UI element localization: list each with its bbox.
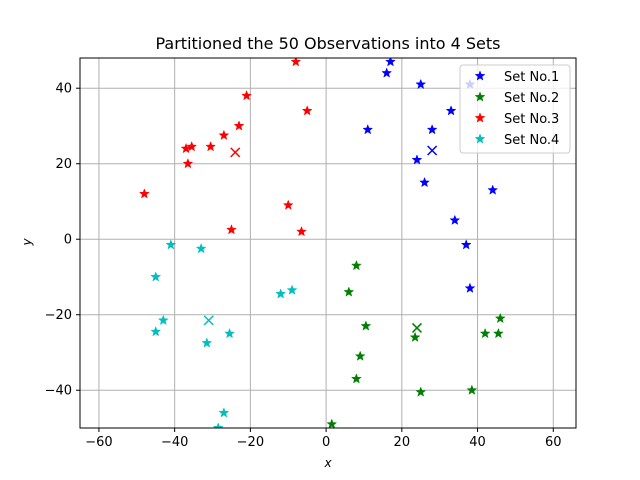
legend-label-set-4: Set No.4 xyxy=(504,133,559,148)
set-3-point xyxy=(301,105,313,116)
set-3-point xyxy=(138,188,150,199)
set-3-point xyxy=(180,142,192,154)
legend-label-set-2: Set No.2 xyxy=(504,91,559,106)
set-2-point xyxy=(466,384,478,395)
set-3-centroid-marker xyxy=(230,147,241,158)
x-tick-label: 0 xyxy=(322,435,330,450)
x-tick-label: 60 xyxy=(545,435,562,450)
set-4-point xyxy=(224,327,235,339)
y-tick-label: 0 xyxy=(64,233,72,248)
set-4-point xyxy=(150,326,162,337)
set-3-point xyxy=(296,225,307,237)
set-1-point xyxy=(449,214,461,225)
x-axis-label: x xyxy=(323,456,332,470)
set-4-point xyxy=(150,271,162,282)
set-3-point xyxy=(282,199,294,210)
legend-label-set-3: Set No.3 xyxy=(504,112,559,127)
y-tick-label: −40 xyxy=(45,384,72,399)
set-1-point xyxy=(445,105,457,116)
legend-box xyxy=(459,64,571,154)
set-1-point xyxy=(381,67,393,78)
x-tick-label: −40 xyxy=(161,435,188,450)
set-3-point xyxy=(205,141,217,152)
set-2-point xyxy=(360,320,372,331)
set-1-point xyxy=(415,78,427,90)
set-3-point xyxy=(241,90,253,101)
set-4-point xyxy=(201,337,213,348)
data-points xyxy=(138,58,506,428)
set-3-point xyxy=(186,141,198,152)
set-4-point xyxy=(286,284,298,295)
legend-marker-set-4 xyxy=(474,133,486,144)
set-1-point xyxy=(460,239,472,250)
set-2-point xyxy=(326,418,338,428)
set-2-point xyxy=(409,331,421,343)
set-3-point xyxy=(290,58,302,67)
y-tick-label: 20 xyxy=(55,157,72,172)
legend: Set No.1 Set No.2 Set No.3 Set No.4 xyxy=(459,64,571,154)
legend-marker-set-3 xyxy=(474,112,486,123)
set-2-point xyxy=(343,286,355,297)
chart-title: Partitioned the 50 Observations into 4 S… xyxy=(155,34,500,53)
set-2-point xyxy=(415,386,427,397)
plot-area-frame xyxy=(79,57,577,429)
x-tick-label: −60 xyxy=(85,435,112,450)
set-1-point xyxy=(385,58,396,67)
set-2-point xyxy=(350,373,362,384)
y-axis-label: y xyxy=(20,238,34,247)
set-1-point xyxy=(487,184,499,195)
set-1-centroid-marker xyxy=(427,145,438,156)
set-1-point xyxy=(426,124,438,135)
set-1-point xyxy=(419,176,430,188)
x-tick-label: 40 xyxy=(469,435,486,450)
legend-label-set-1: Set No.1 xyxy=(504,70,559,85)
set-3-point xyxy=(226,224,237,235)
y-axis-ticks: −40 −20 0 20 40 xyxy=(45,82,80,399)
grid xyxy=(80,58,576,428)
legend-marker-set-1 xyxy=(474,70,486,81)
set-1-point xyxy=(411,154,423,165)
y-tick-label: −20 xyxy=(45,308,72,323)
set-3-point xyxy=(233,120,245,131)
set-4-point xyxy=(212,422,224,428)
set-2-point xyxy=(354,350,366,361)
set-2-point xyxy=(479,327,491,339)
set-4-point xyxy=(218,407,230,418)
set-2-point xyxy=(350,259,362,271)
x-tick-label: 20 xyxy=(394,435,411,450)
set-1-point xyxy=(362,124,374,135)
x-tick-label: −20 xyxy=(237,435,264,450)
set-4-point xyxy=(165,239,177,250)
set-2-point xyxy=(494,312,506,324)
set-4-point xyxy=(157,314,169,326)
y-tick-label: 40 xyxy=(55,82,72,97)
set-4-point xyxy=(275,288,287,299)
set-3-point xyxy=(182,157,194,169)
set-2-point xyxy=(492,327,504,339)
set-1-point xyxy=(464,282,476,293)
set-2-centroid-marker xyxy=(411,322,423,333)
set-4-point xyxy=(195,242,207,254)
set-3-point xyxy=(218,129,230,141)
legend-marker-set-2 xyxy=(474,91,486,102)
x-axis-ticks: −60 −40 −20 0 20 40 60 xyxy=(85,428,562,450)
set-4-centroid-marker xyxy=(203,315,214,326)
